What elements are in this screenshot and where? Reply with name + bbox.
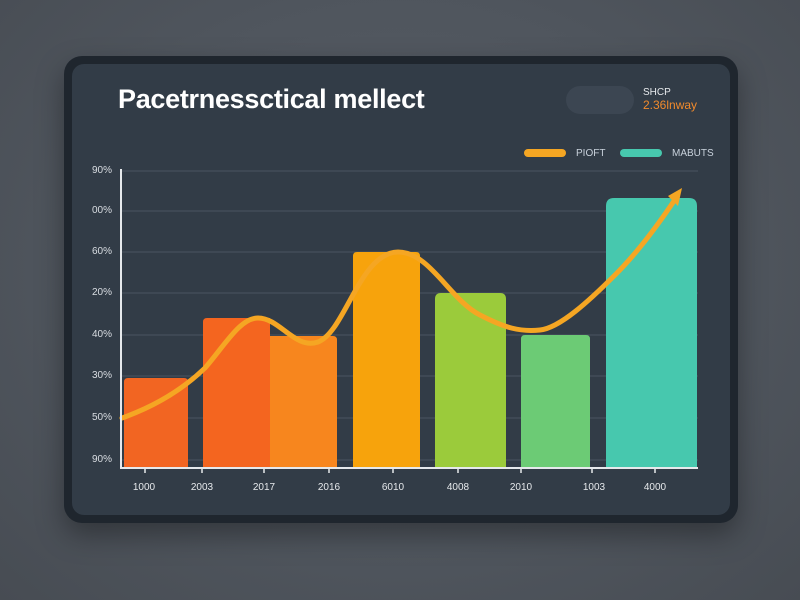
x-tick-label: 2016	[317, 482, 341, 493]
y-tick-label: 40%	[92, 329, 113, 340]
y-tick-label: 20%	[92, 287, 113, 298]
x-tick-label: 6010	[381, 482, 405, 493]
bar	[435, 293, 506, 468]
legend-swatch-teal-icon	[620, 149, 662, 157]
bar	[521, 335, 590, 468]
bar	[203, 318, 270, 468]
y-tick-label: 00%	[92, 205, 113, 216]
x-tick-label: 1003	[582, 482, 606, 493]
toggle-pill[interactable]	[566, 86, 634, 114]
chart-title: Pacetrnessctical mellect	[118, 84, 425, 114]
y-tick-label: 90%	[92, 454, 113, 465]
x-tick-label: 2003	[190, 482, 214, 493]
x-tick-label: 2017	[252, 482, 276, 493]
trend-arrow-icon	[668, 188, 682, 206]
bar	[353, 252, 420, 468]
bar	[270, 336, 337, 468]
y-tick-label: 60%	[92, 246, 113, 257]
bars	[124, 198, 697, 468]
bar	[124, 378, 188, 468]
x-tick-label: 2010	[509, 482, 533, 493]
legend-swatch-orange-icon	[524, 149, 566, 157]
bar	[606, 198, 697, 468]
x-tick-label: 4000	[643, 482, 667, 493]
x-tick-label: 1000	[132, 482, 156, 493]
x-ticks	[144, 468, 656, 473]
legend-label: PIOFT	[576, 147, 606, 159]
x-tick-label: 4008	[446, 482, 470, 493]
badge-value: 2.36lnway	[643, 98, 698, 112]
badge-label: SHCP	[643, 87, 671, 98]
y-tick-label: 50%	[92, 412, 113, 423]
legend-label: MABUTS	[672, 147, 714, 159]
legend-item-pioft[interactable]: PIOFT	[524, 147, 605, 159]
y-tick-label: 30%	[92, 370, 113, 381]
trend-line	[119, 195, 679, 421]
legend-item-mabuts[interactable]: MABUTS	[620, 147, 714, 159]
y-tick-label: 90%	[92, 165, 113, 176]
